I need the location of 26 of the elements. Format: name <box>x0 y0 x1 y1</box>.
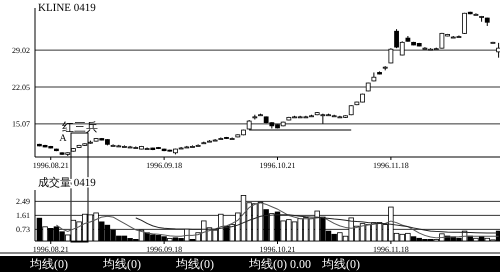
x-tick-label: 1996.10.21 <box>260 245 296 254</box>
annotation: 红三兵 <box>62 120 98 134</box>
chart-title: KLINE 0419 <box>38 2 96 14</box>
text: 均线(0) 0.00 <box>248 257 311 271</box>
x-tick-label: 1996.11.18 <box>373 245 409 254</box>
y-tick-label: 0.73 <box>16 225 30 234</box>
candlestick <box>348 104 354 116</box>
y-tick-label: 1.61 <box>16 211 30 220</box>
x-tick-label: 1996.09.18 <box>146 161 182 170</box>
line-series <box>56 202 500 238</box>
x-tick-label: 1996.09.18 <box>146 245 182 254</box>
x-tick-label: 1996.11.18 <box>373 161 409 170</box>
text: 均线(0) <box>175 257 214 271</box>
y-tick-label: 15.07 <box>12 120 30 129</box>
candlestick <box>388 48 394 64</box>
annotation: A <box>59 133 68 144</box>
line-series <box>135 214 500 234</box>
text: 均线(0) <box>29 257 68 271</box>
y-tick-label: 2.49 <box>16 197 30 206</box>
x-tick-label: 1996.08.21 <box>32 161 69 170</box>
text: 均线(0) <box>321 257 360 271</box>
x-tick-label: 1996.10.21 <box>260 161 296 170</box>
y-tick-label: 29.02 <box>12 46 30 55</box>
y-tick-label: 22.05 <box>12 82 30 92</box>
text: 均线(0) <box>102 257 141 271</box>
x-tick-label: 1996.08.21 <box>32 245 69 254</box>
